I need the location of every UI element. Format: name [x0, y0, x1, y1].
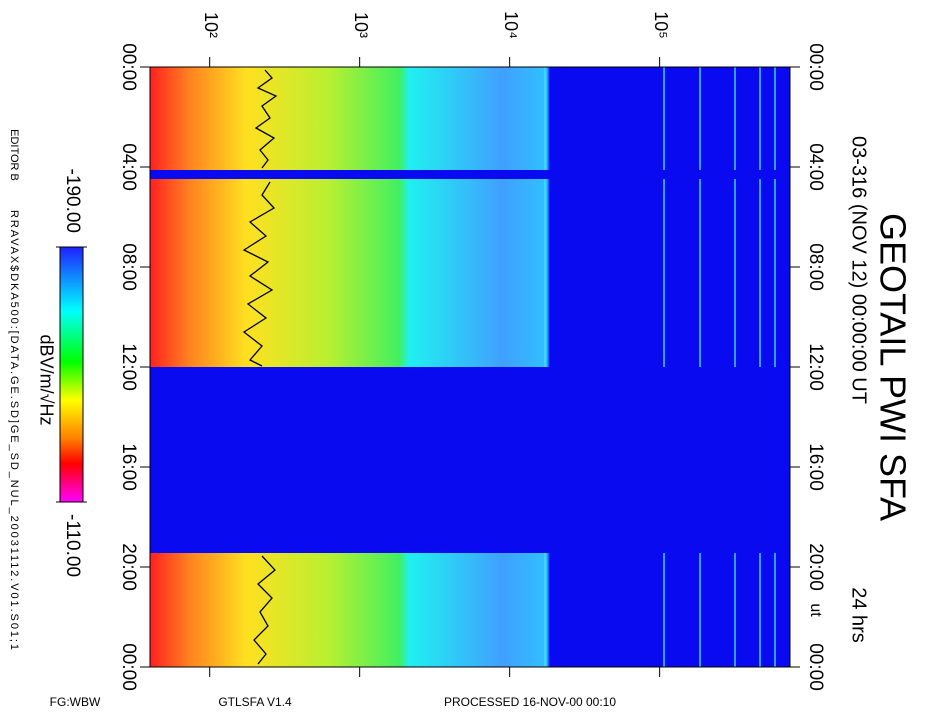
- y-tick-label: 08:00: [118, 243, 139, 291]
- spectrum-band: [150, 179, 790, 367]
- y-axis-unit: ut: [807, 603, 824, 617]
- chart-title: GEOTAIL PWI SFA: [872, 213, 913, 521]
- spectrum-band: [150, 553, 790, 667]
- y-tick-label: 16:00: [805, 443, 826, 491]
- y-tick-label: 00:00: [805, 643, 826, 691]
- y-tick-label: 00:00: [118, 643, 139, 691]
- footer-program: GTLSFA V1.4: [218, 695, 292, 709]
- y-tick-label: 20:00: [118, 543, 139, 591]
- spectrum-band: [150, 67, 790, 170]
- footer-processed: PROCESSED 16-NOV-00 00:10: [444, 695, 616, 709]
- data-gap: [150, 170, 790, 179]
- x-tick-label: 10⁴: [501, 11, 521, 39]
- trace: [242, 69, 278, 665]
- data-gap: [150, 367, 790, 553]
- x-tick-label: 10²: [201, 12, 221, 38]
- duration-label: 24 hrs: [848, 587, 870, 643]
- spectrogram: [149, 66, 791, 668]
- chart-subtitle: 03-316 (NOV 12) 00:00:00 UT: [848, 136, 870, 404]
- y-tick-label: 00:00: [118, 43, 139, 91]
- x-tick-label: 10⁵: [651, 11, 671, 38]
- colorbar-tick-label: -110.00: [62, 514, 83, 577]
- y-tick-label: 12:00: [118, 343, 139, 391]
- editor-label: EDITOR B: [8, 129, 20, 181]
- y-tick-label: 16:00: [118, 443, 139, 491]
- source-file: RRAVAX$DKA500:[DATA.GE.SD]GE_SD_NUL_2003…: [8, 210, 20, 650]
- y-tick-label: 04:00: [805, 143, 826, 191]
- colorbar-label: dBV/m/√Hz: [36, 335, 56, 426]
- colorbar: [59, 246, 84, 503]
- y-tick-label: 20:00: [805, 543, 826, 591]
- footer-fg: FG:WBW: [50, 695, 101, 709]
- y-tick-label: 04:00: [118, 143, 139, 191]
- colorbar-tick-label: -190.00: [62, 169, 83, 233]
- x-tick-label: 10³: [351, 12, 371, 38]
- y-tick-label: 08:00: [805, 243, 826, 291]
- y-tick-label: 00:00: [805, 43, 826, 91]
- y-tick-label: 12:00: [805, 343, 826, 391]
